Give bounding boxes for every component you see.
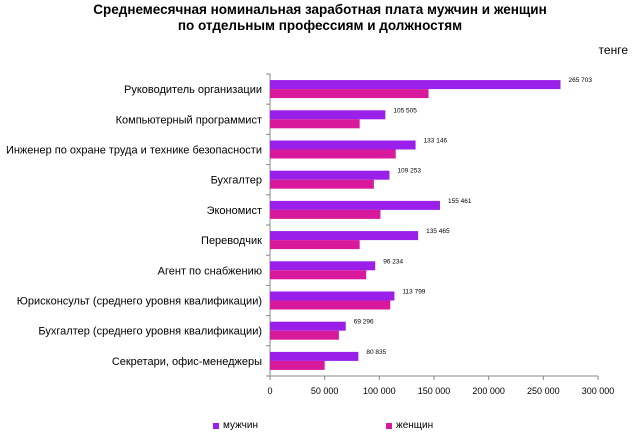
bar-men <box>270 110 386 120</box>
bar-men <box>270 321 346 331</box>
bar-women <box>270 360 325 370</box>
data-label-men: 113 799 <box>402 289 425 296</box>
unit-label: тенге <box>598 43 628 57</box>
data-label-men: 155 461 <box>448 198 472 205</box>
chart-title-line-1: Среднемесячная номинальная заработная пл… <box>93 2 547 17</box>
legend-item-men: мужчин <box>213 420 258 431</box>
bar-men <box>270 291 395 301</box>
category-label: Экономист <box>207 205 262 217</box>
legend-swatch-men <box>213 422 219 429</box>
data-label-men: 80 835 <box>366 349 386 356</box>
x-tick-label: 150 000 <box>418 386 451 396</box>
category-label: Инженер по охране труда и технике безопа… <box>6 145 262 157</box>
data-label-men: 135 465 <box>426 228 450 235</box>
category-label: Агент по снабжению <box>158 265 262 277</box>
data-label-men: 69 296 <box>354 319 374 326</box>
x-tick-label: 250 000 <box>527 386 560 396</box>
bar-women <box>270 179 374 189</box>
category-label: Секретари, офис-менеджеры <box>112 356 262 368</box>
category-label: Юрисконсульт (среднего уровня квалификац… <box>17 296 262 308</box>
bar-women <box>270 330 339 340</box>
bar-women <box>270 270 367 280</box>
legend-label-men: мужчин <box>223 420 258 431</box>
bar-women <box>270 209 381 219</box>
data-label-men: 109 253 <box>397 168 421 175</box>
x-tick-label: 50 000 <box>311 386 339 396</box>
data-label-men: 105 505 <box>393 107 417 114</box>
category-label: Руководитель организации <box>124 84 262 96</box>
x-tick-label: 200 000 <box>472 386 505 396</box>
bar-women <box>270 300 391 310</box>
bar-men <box>270 261 376 271</box>
category-label: Переводчик <box>201 235 262 247</box>
bar-women <box>270 89 429 99</box>
bar-men <box>270 80 561 90</box>
legend-label-women: женщин <box>396 420 434 431</box>
legend-swatch-women <box>386 422 392 429</box>
x-tick-label: 0 <box>267 386 272 396</box>
data-label-men: 96 234 <box>383 258 403 265</box>
category-label: Компьютерный программист <box>116 114 262 126</box>
bar-women <box>270 149 396 159</box>
data-label-men: 133 146 <box>424 138 448 145</box>
category-label: Бухгалтер <box>211 175 262 187</box>
bar-men <box>270 170 390 180</box>
bar-men <box>270 231 419 241</box>
bar-men <box>270 351 359 361</box>
x-tick-label: 100 000 <box>363 386 396 396</box>
chart-title-line-2: по отдельным профессиям и должностям <box>177 18 463 33</box>
bar-men <box>270 140 416 150</box>
bar-men <box>270 200 440 210</box>
bar-women <box>270 119 360 129</box>
data-label-men: 265 703 <box>569 77 593 84</box>
legend-item-women: женщин <box>386 420 433 431</box>
bar-women <box>270 240 360 250</box>
x-tick-label: 300 000 <box>582 386 615 396</box>
category-label: Бухгалтер (среднего уровня квалификации) <box>38 326 262 338</box>
